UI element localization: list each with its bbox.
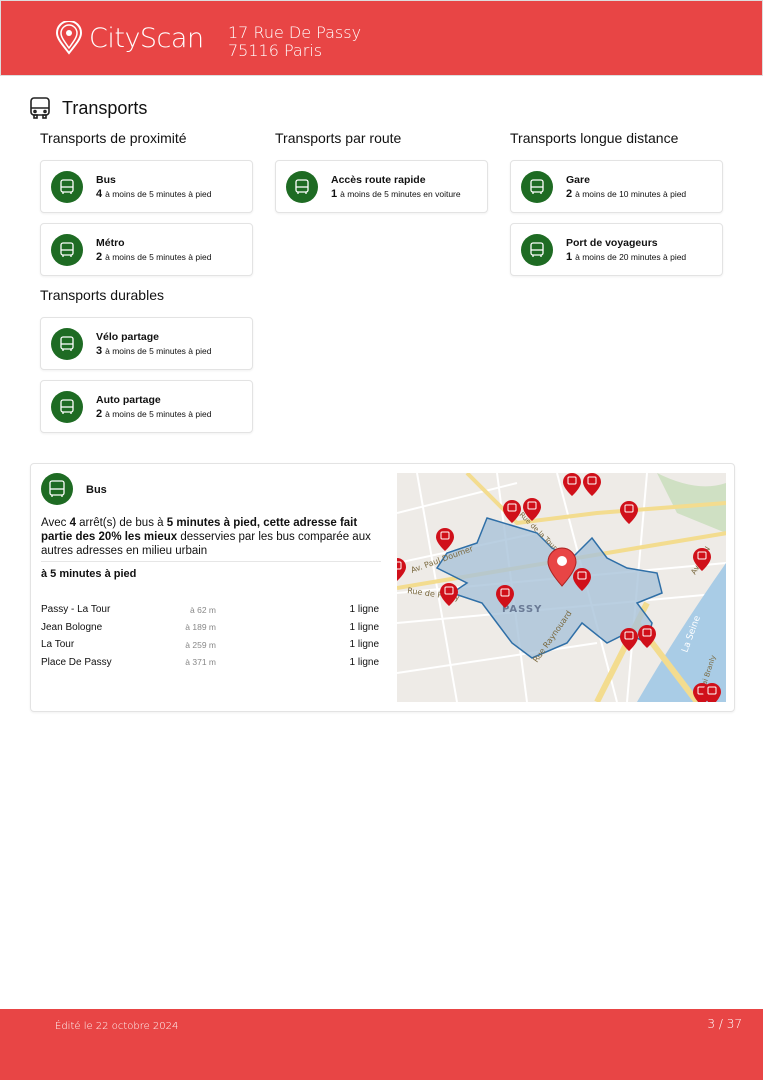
car-share-icon	[51, 391, 83, 423]
bus-stop-pin-icon[interactable]	[503, 500, 521, 523]
ship-icon	[521, 234, 553, 266]
divider	[41, 561, 381, 562]
bus-stop-pin-icon[interactable]	[620, 501, 638, 524]
bus-icon	[51, 171, 83, 203]
address-line1: 17 Rue De Passy	[228, 23, 362, 42]
train-station-icon	[521, 171, 553, 203]
highway-icon	[286, 171, 318, 203]
location-pin-logo-icon	[55, 21, 83, 55]
column-heading: Transports de proximité	[40, 130, 187, 146]
section-title: Transports	[28, 96, 147, 120]
brand-name: CityScan	[89, 22, 204, 54]
logo: CityScan	[55, 21, 204, 55]
bus-icon	[30, 97, 50, 119]
footer: Édité le 22 octobre 2024 3 / 37	[0, 1009, 763, 1080]
bus-stop-pin-icon[interactable]	[620, 628, 638, 651]
page-number: 3 / 37	[707, 1017, 742, 1031]
bus-stop-pin-icon[interactable]	[583, 473, 601, 496]
section-title-text: Transports	[62, 97, 148, 118]
card-name: Gare	[566, 174, 590, 186]
map[interactable]: PASSY Rue de Passy Av. Paul Doumer Rue R…	[397, 473, 726, 702]
bike-share-icon	[51, 328, 83, 360]
card-name: Métro	[96, 237, 125, 249]
bus-stop-pin-icon[interactable]	[638, 625, 656, 648]
walk-label: à 5 minutes à pied	[41, 568, 137, 580]
bus-stop-pin-icon[interactable]	[563, 473, 581, 496]
bus-detail-panel: Bus Avec 4 arrêt(s) de bus à 5 minutes à…	[30, 463, 735, 712]
card-name: Port de voyageurs	[566, 237, 658, 249]
bus-stop-pin-icon[interactable]	[496, 585, 514, 608]
detail-description: Avec 4 arrêt(s) de bus à 5 minutes à pie…	[41, 517, 371, 557]
bus-stop-pin-icon[interactable]	[573, 568, 591, 591]
address-line2: 75116 Paris	[228, 41, 323, 60]
metro-icon	[51, 234, 83, 266]
edit-date: Édité le 22 octobre 2024	[55, 1021, 179, 1032]
column-heading: Transports par route	[275, 130, 402, 146]
column-heading: Transports durables	[40, 287, 164, 303]
bus-stop-pin-icon[interactable]	[703, 683, 721, 702]
card-name: Bus	[96, 174, 116, 186]
bus-stop-pin-icon[interactable]	[397, 558, 406, 581]
card-name: Auto partage	[96, 394, 161, 406]
address-pin-icon	[547, 547, 577, 587]
detail-title: Bus	[86, 484, 107, 496]
map-district-label: PASSY	[502, 604, 542, 615]
bus-icon	[41, 473, 73, 505]
bus-stop-pin-icon[interactable]	[440, 583, 458, 606]
bus-stop-pin-icon[interactable]	[693, 548, 711, 571]
bus-stop-pin-icon[interactable]	[523, 498, 541, 521]
header: CityScan 17 Rue De Passy 75116 Paris	[0, 0, 763, 76]
bus-stop-pin-icon[interactable]	[436, 528, 454, 551]
card-name: Accès route rapide	[331, 174, 426, 186]
card-name: Vélo partage	[96, 331, 160, 343]
column-heading: Transports longue distance	[510, 130, 679, 146]
address: 17 Rue De Passy 75116 Paris	[228, 24, 361, 60]
